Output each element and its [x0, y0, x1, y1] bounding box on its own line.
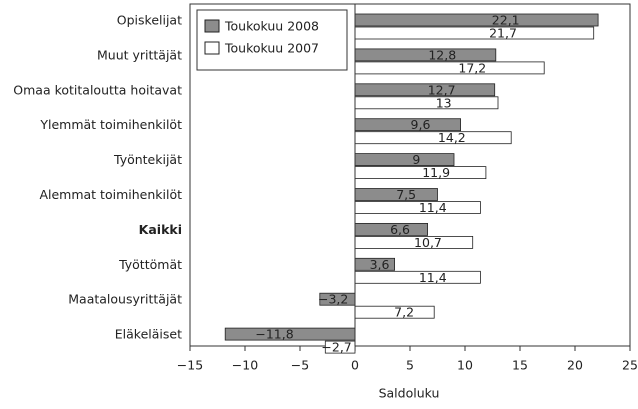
- bar: [354, 61, 545, 75]
- data-label: 13: [436, 95, 452, 110]
- data-label: 7,2: [394, 305, 414, 320]
- y-tick-label: Maatalousyrittäjät: [68, 292, 182, 307]
- data-label: 14,2: [438, 130, 466, 145]
- bar: [354, 270, 481, 284]
- y-tick-label: Eläkeläiset: [115, 327, 182, 342]
- data-label: −3,2: [318, 292, 348, 307]
- y-tick-label: Alemmat toimihenkilöt: [39, 187, 182, 202]
- bar: [354, 153, 455, 167]
- bar: [354, 13, 599, 27]
- x-tick-label: −10: [232, 358, 258, 373]
- data-label: −2,7: [321, 340, 351, 355]
- data-label: 22,1: [492, 13, 520, 28]
- x-tick-label: 15: [512, 358, 528, 373]
- y-tick-label: Opiskelijat: [117, 13, 182, 28]
- x-tick-label: 0: [351, 358, 359, 373]
- data-label: 9: [412, 152, 420, 167]
- data-label: 21,7: [489, 26, 517, 41]
- x-axis-label: Saldoluku: [379, 386, 440, 401]
- x-tick-label: 25: [622, 358, 638, 373]
- data-label: 12,7: [428, 82, 456, 97]
- y-tick-label: Työntekijät: [113, 152, 182, 167]
- bar: [354, 48, 497, 62]
- bar: [354, 83, 496, 97]
- legend-swatch: [204, 19, 220, 33]
- y-tick-label: Omaa kotitaloutta hoitavat: [13, 82, 182, 97]
- legend-label: Toukokuu 2007: [224, 41, 319, 56]
- bar: [354, 201, 481, 214]
- data-label: 11,4: [419, 270, 447, 285]
- data-label: −11,8: [255, 327, 293, 342]
- data-label: 9,6: [411, 117, 431, 132]
- data-label: 7,5: [396, 187, 416, 202]
- x-tick-label: −15: [177, 358, 203, 373]
- x-tick-label: 10: [457, 358, 473, 373]
- y-tick-label: Ylemmät toimihenkilöt: [39, 117, 182, 132]
- legend-label: Toukokuu 2008: [224, 19, 319, 34]
- legend-box: [196, 9, 348, 71]
- y-tick-label: Työttömät: [118, 257, 182, 272]
- legend-swatch: [204, 41, 220, 55]
- data-label: 12,8: [428, 47, 456, 62]
- bar: [354, 118, 461, 132]
- data-label: 17,2: [458, 60, 486, 75]
- data-label: 10,7: [414, 235, 442, 250]
- bar: [354, 131, 512, 145]
- y-tick-label: Muut yrittäjät: [97, 47, 182, 62]
- bar: [354, 166, 487, 180]
- x-tick-label: −5: [291, 358, 309, 373]
- bar: [354, 26, 595, 40]
- data-label: 6,6: [390, 222, 410, 237]
- data-label: 11,9: [422, 165, 450, 180]
- bar: [354, 96, 499, 110]
- x-tick-label: 20: [567, 358, 583, 373]
- y-tick-label: Kaikki: [139, 222, 182, 237]
- data-label: 3,6: [370, 257, 390, 272]
- data-label: 11,4: [419, 200, 447, 215]
- bar: [324, 340, 356, 354]
- x-tick-label: 5: [406, 358, 414, 373]
